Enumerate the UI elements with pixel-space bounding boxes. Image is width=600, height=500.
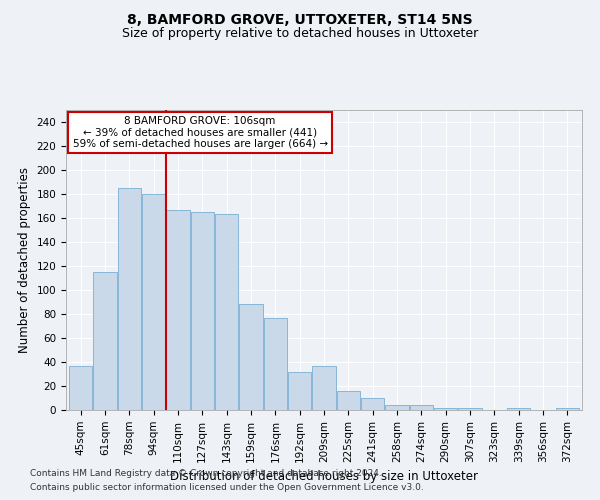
- Bar: [69, 366, 92, 410]
- Bar: [434, 408, 457, 410]
- Bar: [191, 212, 214, 410]
- Text: 8, BAMFORD GROVE, UTTOXETER, ST14 5NS: 8, BAMFORD GROVE, UTTOXETER, ST14 5NS: [127, 12, 473, 26]
- Bar: [288, 372, 311, 410]
- Text: Contains public sector information licensed under the Open Government Licence v3: Contains public sector information licen…: [30, 484, 424, 492]
- X-axis label: Distribution of detached houses by size in Uttoxeter: Distribution of detached houses by size …: [170, 470, 478, 483]
- Bar: [313, 366, 335, 410]
- Bar: [215, 214, 238, 410]
- Text: Contains HM Land Registry data © Crown copyright and database right 2024.: Contains HM Land Registry data © Crown c…: [30, 468, 382, 477]
- Bar: [142, 194, 165, 410]
- Bar: [507, 408, 530, 410]
- Bar: [556, 408, 579, 410]
- Bar: [264, 318, 287, 410]
- Bar: [361, 398, 384, 410]
- Y-axis label: Number of detached properties: Number of detached properties: [18, 167, 31, 353]
- Bar: [118, 188, 141, 410]
- Bar: [337, 391, 360, 410]
- Bar: [94, 272, 116, 410]
- Bar: [410, 405, 433, 410]
- Text: 8 BAMFORD GROVE: 106sqm
← 39% of detached houses are smaller (441)
59% of semi-d: 8 BAMFORD GROVE: 106sqm ← 39% of detache…: [73, 116, 328, 149]
- Bar: [166, 210, 190, 410]
- Bar: [458, 408, 482, 410]
- Bar: [385, 405, 409, 410]
- Text: Size of property relative to detached houses in Uttoxeter: Size of property relative to detached ho…: [122, 28, 478, 40]
- Bar: [239, 304, 263, 410]
